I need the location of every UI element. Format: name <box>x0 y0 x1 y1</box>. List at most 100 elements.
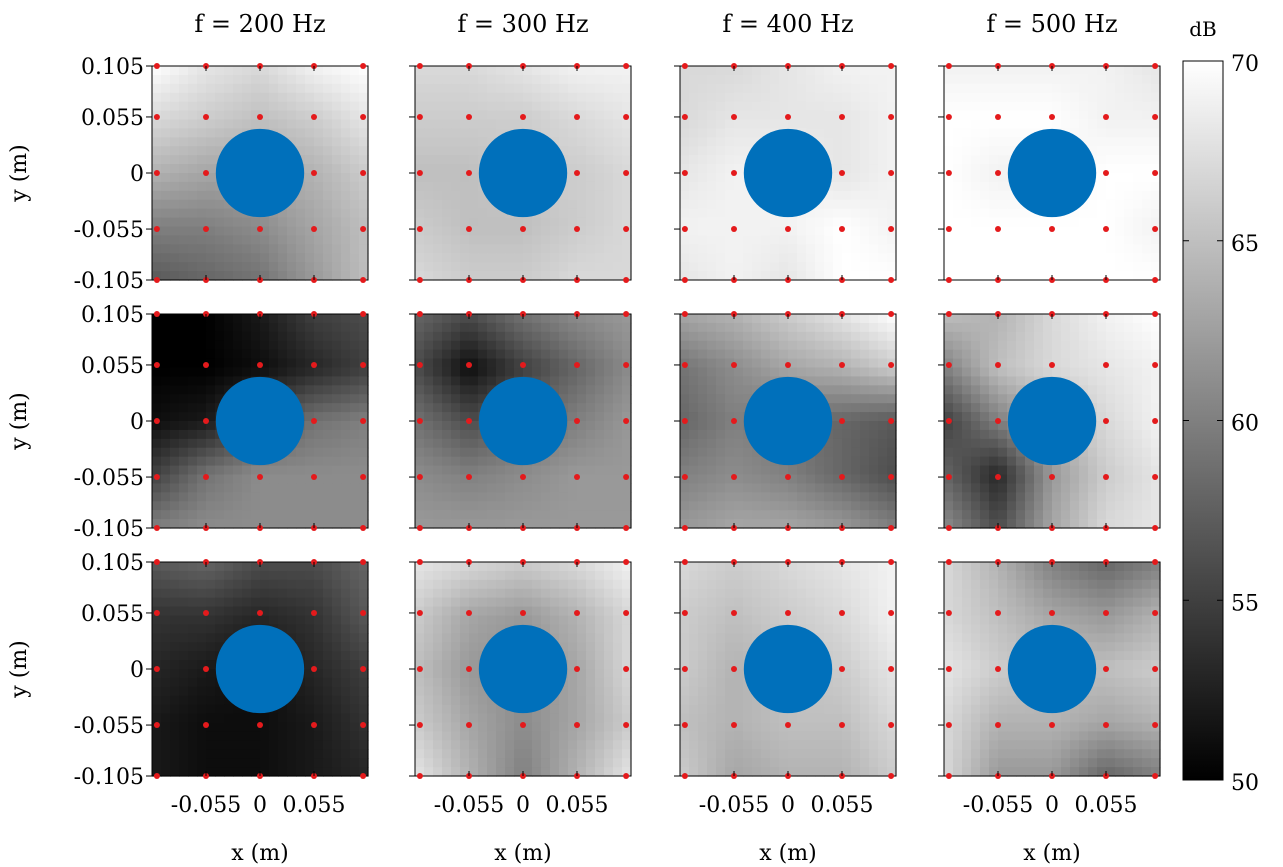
heatmap-cell <box>523 501 533 511</box>
heatmap-cell <box>788 119 798 130</box>
heatmap-cell <box>559 262 569 272</box>
panel-grid <box>146 63 1161 779</box>
heatmap-cell <box>451 412 461 422</box>
heatmap-cell <box>460 110 470 121</box>
heatmap-cell <box>1079 244 1089 254</box>
heatmap-cell <box>586 349 596 360</box>
heatmap-cell <box>860 226 870 237</box>
heatmap-cell <box>1097 83 1107 94</box>
heatmap-cell <box>698 173 708 183</box>
heatmap-cell <box>415 119 425 130</box>
heatmap-cell <box>523 235 533 245</box>
heatmap-cell <box>478 519 488 529</box>
heatmap-cell <box>998 519 1008 529</box>
heatmap-cell <box>341 199 351 210</box>
heatmap-cell <box>496 271 506 281</box>
heatmap-cell <box>242 510 252 520</box>
heatmap-cell <box>1007 101 1017 112</box>
heatmap-cell <box>478 438 488 449</box>
heatmap-cell <box>815 217 825 228</box>
heatmap-cell <box>752 349 762 360</box>
heatmap-cell <box>242 367 252 378</box>
heatmap-cell <box>161 570 171 581</box>
heatmap-cell <box>559 492 569 502</box>
heatmap-cell <box>577 271 587 281</box>
heatmap-cell <box>359 74 369 85</box>
heatmap-cell <box>586 492 596 502</box>
heatmap-cell <box>161 190 171 201</box>
heatmap-cell <box>698 510 708 520</box>
heatmap-cell <box>878 358 888 369</box>
heatmap-cell <box>887 465 897 476</box>
heatmap-cell <box>971 244 981 254</box>
heatmap-cell <box>1151 492 1161 502</box>
heatmap-cell <box>577 217 587 228</box>
heatmap-cell <box>305 128 315 138</box>
heatmap-cell <box>824 358 834 369</box>
heatmap-cell <box>833 456 843 467</box>
heatmap-cell <box>1151 340 1161 351</box>
heatmap-cell <box>341 226 351 237</box>
heatmap-cell <box>559 376 569 386</box>
heatmap-cell <box>1142 340 1152 351</box>
heatmap-cell <box>1061 226 1071 237</box>
heatmap-cell <box>586 83 596 94</box>
heatmap-cell <box>971 101 981 112</box>
heatmap-cell <box>962 349 972 360</box>
heatmap-cell <box>962 208 972 219</box>
heatmap-cell <box>278 349 288 360</box>
heatmap-cell <box>1115 164 1125 174</box>
heatmap-cell <box>1043 66 1053 76</box>
heatmap-cell <box>460 456 470 467</box>
heatmap-cell <box>1025 262 1035 272</box>
heatmap-cell <box>725 199 735 210</box>
heatmap-cell <box>971 421 981 431</box>
heatmap-cell <box>689 235 699 245</box>
heatmap-cell <box>1079 271 1089 281</box>
heatmap-cell <box>1133 119 1143 130</box>
heatmap-cell <box>944 101 954 112</box>
heatmap-cell <box>541 101 551 112</box>
heatmap-cell <box>350 349 360 360</box>
heatmap-cell <box>595 403 605 413</box>
heatmap-cell <box>586 155 596 165</box>
heatmap-cell <box>613 456 623 467</box>
heatmap-cell <box>971 519 981 529</box>
heatmap-cell <box>296 110 306 121</box>
heatmap-cell <box>550 262 560 272</box>
heatmap-cell <box>287 101 297 112</box>
heatmap-cell <box>622 92 632 103</box>
heatmap-cell <box>698 253 708 263</box>
heatmap-cell <box>743 128 753 138</box>
heatmap-cell <box>487 119 497 130</box>
heatmap-cell <box>842 456 852 467</box>
heatmap-cell <box>604 483 614 493</box>
heatmap-cell <box>860 101 870 112</box>
microphone-point <box>623 63 630 69</box>
heatmap-cell <box>350 92 360 103</box>
heatmap-cell <box>577 66 587 76</box>
heatmap-cell <box>698 403 708 413</box>
heatmap-cell <box>689 101 699 112</box>
heatmap-cell <box>752 519 762 529</box>
heatmap-cell <box>350 262 360 272</box>
heatmap-cell <box>296 340 306 351</box>
heatmap-cell <box>989 474 999 485</box>
heatmap-cell <box>568 128 578 138</box>
scatterer-circle <box>1007 376 1097 466</box>
heatmap-cell <box>797 314 807 324</box>
heatmap-cell <box>680 244 690 254</box>
heatmap-cell <box>622 376 632 386</box>
heatmap-cell <box>179 376 189 386</box>
heatmap-cell <box>680 164 690 174</box>
heatmap-cell <box>833 199 843 210</box>
heatmap-cell <box>1115 314 1125 324</box>
heatmap-cell <box>998 110 1008 121</box>
heatmap-cell <box>613 137 623 147</box>
heatmap-cell <box>332 119 342 130</box>
heatmap-cell <box>604 474 614 485</box>
heatmap-cell <box>824 492 834 502</box>
heatmap-cell <box>1142 128 1152 138</box>
heatmap-cell <box>1097 155 1107 165</box>
heatmap-cell <box>287 483 297 493</box>
